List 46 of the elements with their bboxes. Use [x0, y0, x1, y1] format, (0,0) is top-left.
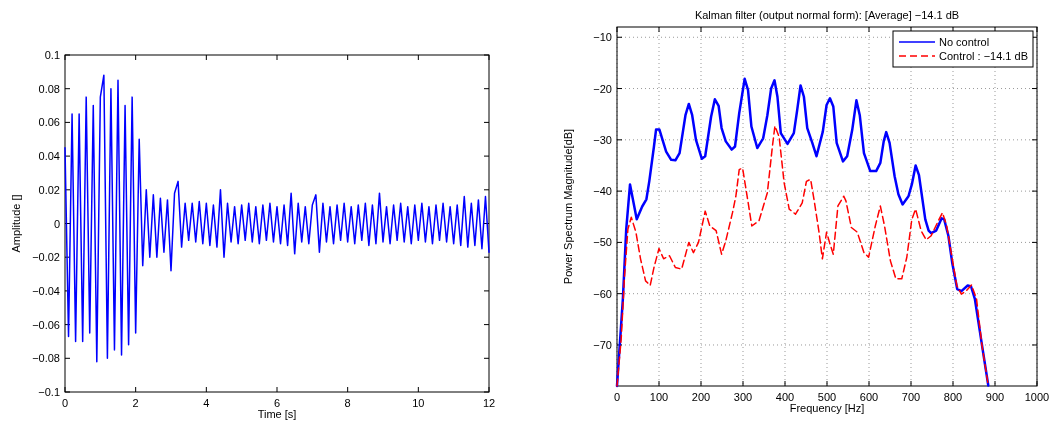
x-tick-label: 4: [203, 397, 210, 409]
x-tick-label: 2: [132, 397, 139, 409]
y-tick-label: −0.02: [32, 251, 60, 264]
x-tick-label: 700: [901, 391, 921, 403]
y-tick-label: −0.1: [38, 386, 60, 398]
chart-title: Kalman filter (output normal form): [Average] −14.1 dB: [694, 9, 960, 21]
x-axis-title: Time [s]: [257, 408, 297, 420]
y-tick-label: 0: [53, 217, 60, 230]
x-tick-label: 100: [649, 391, 669, 403]
x-tick-label: 400: [775, 391, 795, 403]
y-axis-title: Amplitude []: [10, 194, 22, 253]
x-axis-title: Frequency [Hz]: [789, 402, 865, 414]
y-tick-label: 0.06: [38, 116, 60, 129]
y-axis-title: Power Spectrum Magnitude[dB]: [562, 128, 574, 285]
legend-label: No control: [939, 36, 990, 48]
x-tick-label: 0: [613, 391, 621, 403]
y-tick-label: −40: [593, 185, 612, 198]
x-tick-label: 1000: [1024, 391, 1050, 403]
x-tick-label: 500: [817, 391, 837, 403]
y-tick-label: −70: [593, 338, 612, 351]
legend-label: Control : −14.1 dB: [939, 50, 1028, 62]
y-tick-label: −50: [593, 236, 612, 249]
y-tick-label: −0.04: [32, 284, 60, 297]
line-series: [64, 74, 490, 363]
y-tick-label: 0.1: [44, 49, 60, 61]
x-tick-label: 200: [691, 391, 711, 403]
x-tick-label: 300: [733, 391, 753, 403]
x-tick-label: 6: [273, 397, 281, 409]
line-series: [616, 125, 990, 387]
y-tick-label: 0.02: [38, 183, 60, 196]
y-tick-label: −60: [593, 287, 612, 300]
x-tick-label: 600: [859, 391, 879, 403]
y-tick-label: −30: [593, 133, 612, 146]
x-tick-label: 12: [482, 397, 496, 409]
x-tick-label: 8: [344, 397, 351, 409]
y-tick-label: −20: [593, 82, 612, 95]
y-tick-label: −0.06: [32, 318, 60, 331]
y-tick-label: −10: [593, 31, 612, 44]
y-tick-label: 0.04: [38, 150, 60, 163]
y-tick-label: 0.08: [38, 82, 60, 95]
line-series: [615, 77, 990, 388]
y-tick-label: −0.08: [32, 352, 60, 365]
x-tick-label: 0: [61, 397, 69, 409]
x-tick-label: 800: [943, 391, 963, 403]
x-tick-label: 10: [412, 397, 425, 409]
x-tick-label: 900: [985, 391, 1005, 403]
